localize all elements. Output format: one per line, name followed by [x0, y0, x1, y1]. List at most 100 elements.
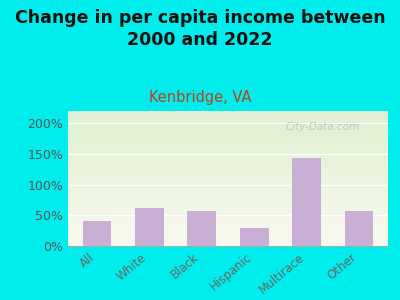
Bar: [68, 202, 388, 203]
Bar: [68, 187, 388, 188]
Bar: [68, 211, 388, 212]
Bar: [68, 131, 388, 133]
Bar: [68, 209, 388, 211]
Bar: [68, 216, 388, 218]
Bar: [187, 211, 216, 246]
Bar: [68, 118, 388, 119]
Bar: [68, 172, 388, 173]
Bar: [68, 196, 388, 197]
Bar: [68, 182, 388, 184]
Bar: [68, 149, 388, 150]
Bar: [68, 232, 388, 234]
Text: City-Data.com: City-Data.com: [286, 122, 360, 132]
Bar: [68, 188, 388, 189]
Bar: [68, 189, 388, 191]
Bar: [68, 130, 388, 131]
Bar: [68, 119, 388, 120]
Bar: [68, 135, 388, 136]
Bar: [68, 145, 388, 146]
Bar: [68, 181, 388, 182]
Bar: [68, 195, 388, 196]
Bar: [68, 170, 388, 172]
Bar: [82, 221, 111, 246]
Bar: [68, 204, 388, 206]
Bar: [68, 138, 388, 139]
Bar: [68, 214, 388, 215]
Bar: [68, 133, 388, 134]
Bar: [68, 164, 388, 165]
Bar: [68, 153, 388, 154]
Bar: [68, 218, 388, 219]
Bar: [68, 122, 388, 123]
Bar: [68, 215, 388, 216]
Bar: [68, 142, 388, 143]
Bar: [68, 200, 388, 202]
Bar: [68, 157, 388, 158]
Bar: [68, 166, 388, 168]
Bar: [68, 231, 388, 232]
Bar: [68, 152, 388, 153]
Bar: [68, 134, 388, 135]
Bar: [68, 154, 388, 155]
Bar: [68, 115, 388, 116]
Bar: [68, 206, 388, 207]
Bar: [68, 116, 388, 118]
Text: Change in per capita income between
2000 and 2022: Change in per capita income between 2000…: [15, 9, 385, 49]
Bar: [68, 124, 388, 126]
Bar: [68, 191, 388, 192]
Bar: [68, 177, 388, 178]
Bar: [68, 168, 388, 169]
Bar: [68, 165, 388, 166]
Bar: [68, 146, 388, 147]
Bar: [68, 160, 388, 161]
Bar: [292, 158, 321, 246]
Bar: [68, 137, 388, 138]
Bar: [68, 111, 388, 112]
Bar: [68, 222, 388, 223]
Bar: [68, 245, 388, 246]
Bar: [68, 174, 388, 176]
Bar: [345, 211, 374, 246]
Bar: [68, 114, 388, 115]
Bar: [68, 230, 388, 231]
Bar: [68, 235, 388, 236]
Bar: [68, 112, 388, 114]
Bar: [68, 229, 388, 230]
Bar: [68, 178, 388, 180]
Bar: [68, 243, 388, 245]
Bar: [68, 141, 388, 142]
Bar: [68, 162, 388, 164]
Bar: [68, 194, 388, 195]
Bar: [68, 173, 388, 174]
Bar: [68, 203, 388, 204]
Bar: [68, 139, 388, 141]
Bar: [68, 197, 388, 199]
Bar: [68, 227, 388, 229]
Bar: [68, 184, 388, 185]
Bar: [68, 223, 388, 224]
Bar: [68, 220, 388, 222]
Bar: [135, 208, 164, 246]
Bar: [68, 150, 388, 152]
Bar: [68, 127, 388, 128]
Bar: [68, 212, 388, 214]
Bar: [68, 123, 388, 124]
Bar: [68, 242, 388, 243]
Bar: [68, 161, 388, 162]
Bar: [68, 169, 388, 170]
Bar: [68, 207, 388, 208]
Bar: [68, 148, 388, 149]
Bar: [68, 176, 388, 177]
Bar: [68, 236, 388, 238]
Bar: [68, 241, 388, 242]
Bar: [68, 234, 388, 235]
Bar: [68, 185, 388, 187]
Bar: [68, 155, 388, 157]
Bar: [68, 208, 388, 209]
Bar: [68, 180, 388, 181]
Bar: [68, 120, 388, 122]
Bar: [68, 126, 388, 127]
Bar: [68, 199, 388, 200]
Bar: [68, 226, 388, 227]
Bar: [68, 224, 388, 226]
